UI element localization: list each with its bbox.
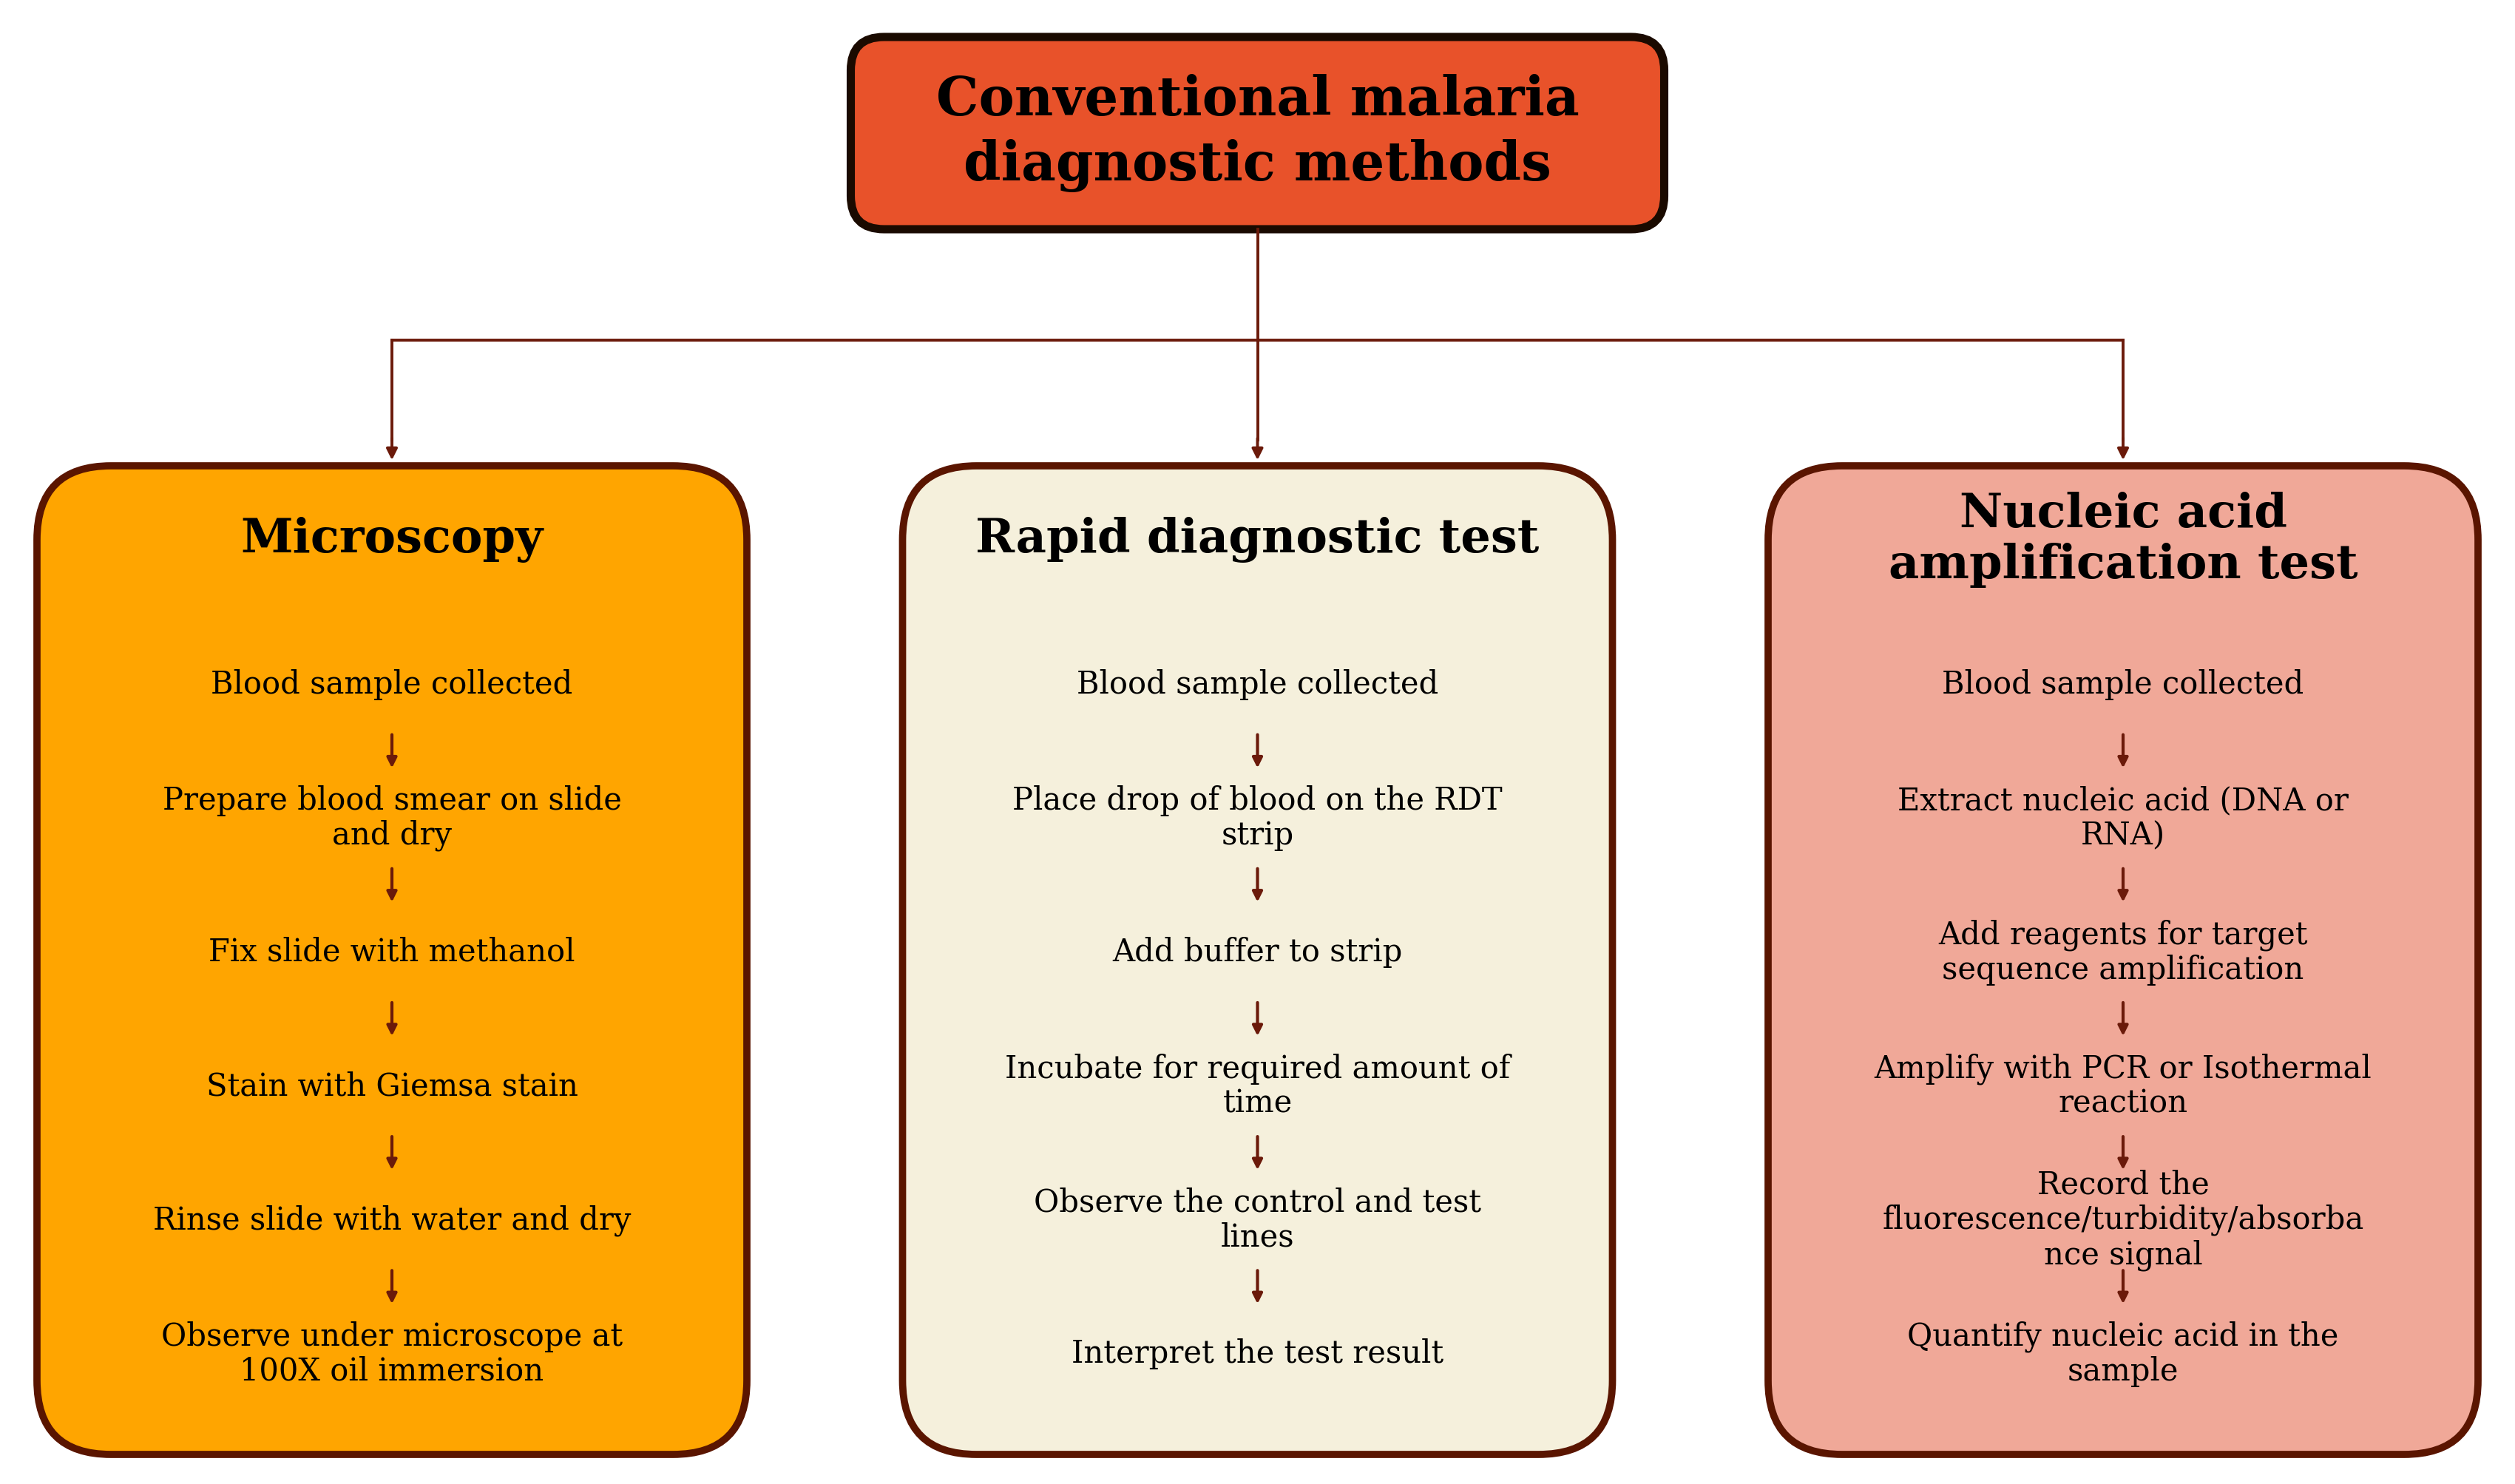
Text: Fix slide with methanol: Fix slide with methanol — [209, 936, 576, 968]
Text: Blood sample collected: Blood sample collected — [1076, 669, 1439, 700]
Text: Nucleic acid
amplification test: Nucleic acid amplification test — [1889, 493, 2357, 588]
Text: Add reagents for target
sequence amplification: Add reagents for target sequence amplifi… — [1939, 919, 2309, 985]
Text: Blood sample collected: Blood sample collected — [211, 669, 573, 700]
FancyBboxPatch shape — [850, 37, 1665, 229]
Text: Record the
fluorescence/turbidity/absorba
nce signal: Record the fluorescence/turbidity/absorb… — [1881, 1169, 2364, 1270]
Text: Microscopy: Microscopy — [241, 516, 543, 562]
Text: Conventional malaria
diagnostic methods: Conventional malaria diagnostic methods — [936, 74, 1579, 191]
Text: Incubate for required amount of
time: Incubate for required amount of time — [1006, 1054, 1509, 1119]
Text: Prepare blood smear on slide
and dry: Prepare blood smear on slide and dry — [163, 785, 621, 852]
Text: Rinse slide with water and dry: Rinse slide with water and dry — [153, 1205, 631, 1236]
Text: Interpret the test result: Interpret the test result — [1071, 1339, 1444, 1370]
Text: Observe under microscope at
100X oil immersion: Observe under microscope at 100X oil imm… — [161, 1321, 624, 1388]
FancyBboxPatch shape — [903, 466, 1612, 1454]
Text: Amplify with PCR or Isothermal
reaction: Amplify with PCR or Isothermal reaction — [1874, 1054, 2372, 1119]
Text: Add buffer to strip: Add buffer to strip — [1112, 936, 1403, 968]
FancyBboxPatch shape — [38, 466, 747, 1454]
Text: Blood sample collected: Blood sample collected — [1942, 669, 2304, 700]
Text: Observe the control and test
lines: Observe the control and test lines — [1034, 1187, 1481, 1252]
FancyBboxPatch shape — [1768, 466, 2477, 1454]
Text: Place drop of blood on the RDT
strip: Place drop of blood on the RDT strip — [1014, 785, 1501, 852]
Text: Rapid diagnostic test: Rapid diagnostic test — [976, 516, 1539, 562]
Text: Stain with Giemsa stain: Stain with Giemsa stain — [206, 1071, 578, 1101]
Text: Extract nucleic acid (DNA or
RNA): Extract nucleic acid (DNA or RNA) — [1899, 785, 2349, 852]
Text: Quantify nucleic acid in the
sample: Quantify nucleic acid in the sample — [1906, 1321, 2339, 1388]
